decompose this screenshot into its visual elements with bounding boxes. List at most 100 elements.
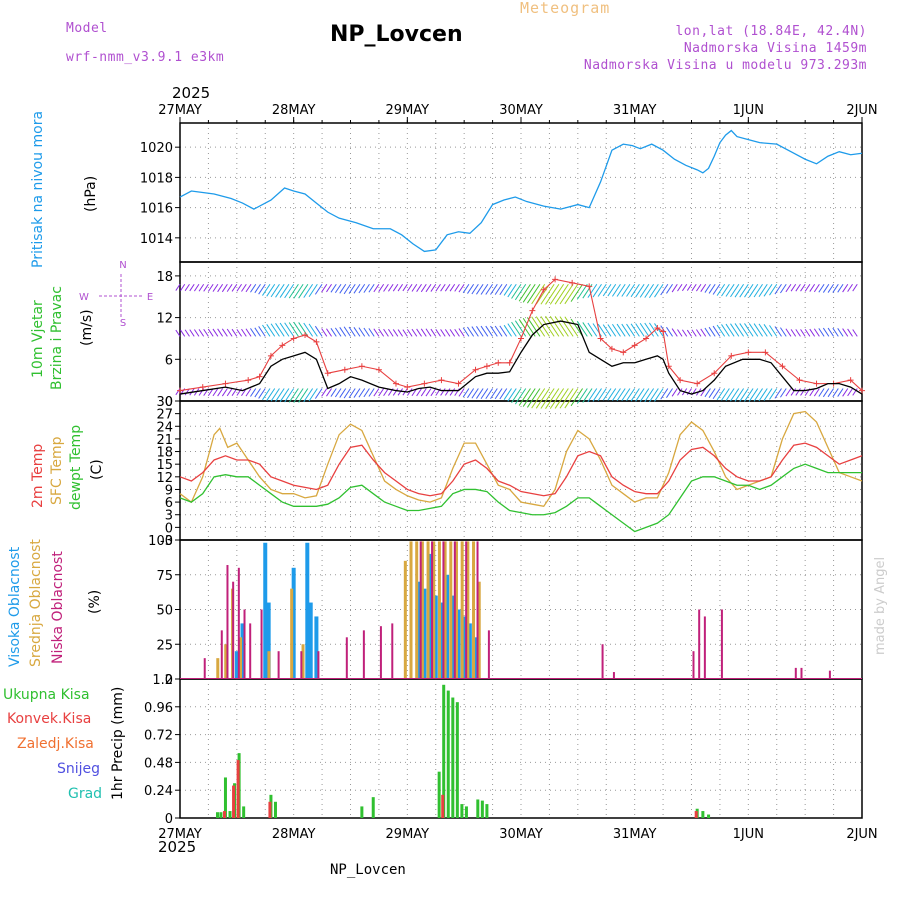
cloud-bar bbox=[403, 560, 407, 679]
wind-barb bbox=[725, 323, 735, 337]
wind-barb bbox=[708, 388, 716, 398]
y-tick-label: 0 bbox=[165, 395, 173, 410]
cloud-bar bbox=[277, 651, 280, 679]
wind-barb bbox=[175, 283, 181, 291]
wind-barb bbox=[535, 388, 550, 409]
wind-barb bbox=[514, 320, 527, 337]
wind-barb bbox=[648, 283, 659, 299]
wind-barb bbox=[467, 326, 475, 337]
wind-barb bbox=[804, 328, 811, 337]
wind-barb bbox=[334, 283, 342, 294]
wind-barb bbox=[258, 388, 266, 399]
wind-barb bbox=[373, 388, 380, 397]
compass-n-label: N bbox=[119, 260, 126, 271]
wind-barb bbox=[612, 283, 621, 297]
wind-gust-marker bbox=[404, 384, 411, 391]
date-tick-label-bottom: 27MAY bbox=[158, 827, 202, 842]
wind-barb bbox=[763, 388, 773, 401]
wind-barb bbox=[531, 283, 546, 305]
wind-gust-marker bbox=[796, 377, 803, 384]
wind-gust-marker bbox=[483, 363, 490, 370]
cloud-bar bbox=[794, 667, 797, 679]
wind-barb bbox=[416, 328, 422, 337]
wind-barb bbox=[198, 283, 205, 292]
wind-barb bbox=[250, 388, 257, 397]
cloud-bar bbox=[450, 595, 455, 679]
wind-barb bbox=[744, 323, 754, 337]
wind-barb bbox=[795, 329, 801, 337]
wind-barb bbox=[270, 323, 280, 337]
wind-barb bbox=[545, 388, 560, 409]
footer-title: NP_Lovcen bbox=[330, 862, 406, 878]
wind-gust-marker bbox=[177, 387, 183, 394]
wind-barb bbox=[490, 388, 498, 400]
cloud-bar bbox=[420, 541, 424, 679]
wind-gust-marker bbox=[375, 366, 382, 373]
wind-barb bbox=[559, 283, 574, 305]
wind-barb bbox=[785, 388, 792, 397]
model-name: wrf-nmm_v3.9.1 e3km bbox=[66, 50, 225, 65]
wind-barb bbox=[388, 329, 394, 337]
wind-barb bbox=[822, 327, 830, 337]
wind-barb bbox=[785, 283, 792, 293]
wind-barb bbox=[564, 283, 579, 305]
wind-barb bbox=[420, 283, 427, 293]
wind-barb bbox=[303, 322, 314, 337]
wind-barb bbox=[511, 321, 522, 337]
wind-gust-marker bbox=[256, 373, 263, 380]
wind-barb bbox=[444, 329, 451, 337]
wind-barb bbox=[330, 388, 337, 397]
wind-barb bbox=[587, 283, 598, 298]
wind-barb bbox=[266, 283, 276, 297]
wind-barb bbox=[378, 283, 385, 292]
wind-barb bbox=[677, 388, 683, 396]
wind-barb bbox=[531, 388, 546, 409]
cloud-bar bbox=[234, 651, 239, 679]
y-tick-label: 50 bbox=[156, 604, 173, 619]
wind-barb bbox=[700, 283, 707, 292]
wind-barb bbox=[526, 283, 541, 304]
wind-gust-marker bbox=[341, 366, 348, 373]
cloud-bar bbox=[462, 616, 467, 679]
wind-barb bbox=[518, 388, 531, 406]
wind-gust-marker bbox=[728, 352, 735, 359]
wind-barb bbox=[397, 283, 404, 292]
cloud-bar bbox=[314, 616, 319, 679]
precip-bar bbox=[451, 697, 455, 818]
wind-barb bbox=[540, 283, 555, 305]
wind-barb bbox=[626, 388, 636, 402]
wind-barb bbox=[712, 283, 721, 295]
wind-barb bbox=[241, 328, 247, 337]
date-tick-label-top: 31MAY bbox=[613, 103, 657, 118]
precip-bar bbox=[228, 811, 232, 818]
wind-gust-marker bbox=[779, 363, 786, 370]
wind-gust-marker bbox=[302, 331, 309, 338]
wind-barb bbox=[373, 328, 380, 337]
wind-barb bbox=[827, 327, 835, 337]
wind-barb bbox=[288, 388, 299, 403]
wind-barb bbox=[203, 328, 209, 337]
cloud-bar bbox=[266, 602, 271, 679]
wind-barb bbox=[753, 283, 763, 298]
wind-gust-marker bbox=[392, 380, 399, 387]
cloud-bar bbox=[437, 541, 441, 679]
wind-barb bbox=[582, 388, 593, 403]
wind-barb bbox=[298, 322, 309, 337]
wind-barb bbox=[303, 388, 314, 403]
wind-barb bbox=[503, 388, 512, 400]
wind-barb bbox=[660, 283, 669, 296]
wind-barb bbox=[602, 324, 612, 337]
wind-barb bbox=[716, 324, 726, 337]
date-tick-label-bottom: 29MAY bbox=[386, 827, 430, 842]
cloud-bar bbox=[422, 588, 427, 679]
cloud-bar bbox=[720, 609, 723, 679]
year-label-bottom: 2025 bbox=[158, 838, 197, 856]
wind-barb bbox=[207, 328, 214, 337]
wind-barb bbox=[671, 328, 678, 337]
cloud-bar bbox=[454, 541, 458, 679]
wind-barb bbox=[175, 388, 181, 396]
wind-barb bbox=[236, 283, 242, 292]
cloud-bar bbox=[433, 595, 438, 679]
y-tick-label: -3 bbox=[160, 534, 173, 549]
